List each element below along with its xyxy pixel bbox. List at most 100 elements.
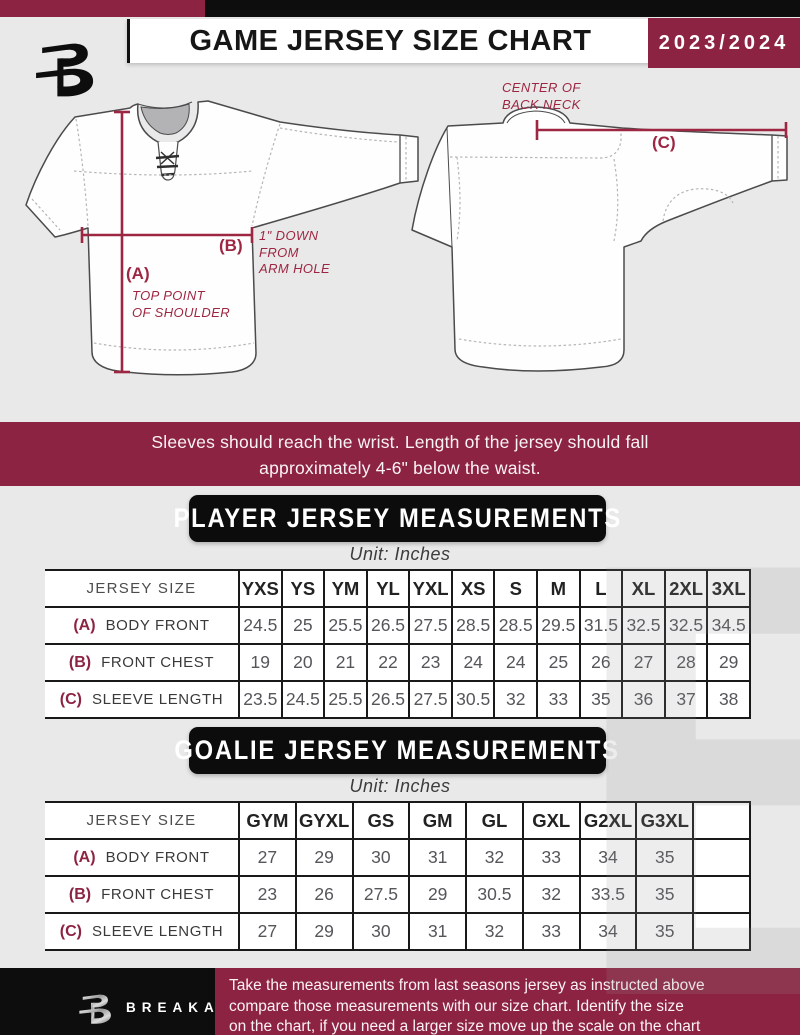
goalie_table-col-GYM: GYM [238, 801, 297, 840]
player_table-value: 25.5 [323, 680, 368, 719]
player_table-col-M: M [536, 569, 581, 608]
label-a: (A) [126, 264, 150, 283]
measure-key: (A) [73, 616, 96, 634]
footer-instructions-line2: compare those measurements with our size… [229, 997, 684, 1015]
player_table-col-YL: YL [365, 569, 411, 608]
measure-name: FRONT CHEST [101, 653, 215, 671]
player_table-value: 27 [621, 643, 666, 682]
center-back-neck-line1: CENTER OF [502, 80, 581, 95]
goalie_table-row-label: (B) FRONT CHEST [45, 875, 240, 914]
measure-name: SLEEVE LENGTH [92, 922, 224, 940]
player_table-value: 25 [280, 606, 326, 645]
player_table-value: 32.5 [621, 606, 666, 645]
player_table-value: 26.5 [365, 680, 411, 719]
label-c: (C) [652, 133, 676, 152]
arm-hole-note: 1" DOWN FROM ARM HOLE [259, 228, 330, 278]
measure-name: SLEEVE LENGTH [92, 690, 224, 708]
player_table-value: 33 [536, 680, 581, 719]
player_table-value: 21 [323, 643, 368, 682]
player_table-col-3XL: 3XL [706, 569, 751, 608]
player_table-col-YXS: YXS [238, 569, 283, 608]
player_table-value: 38 [706, 680, 751, 719]
shoulder-note-line2: OF SHOULDER [132, 304, 231, 320]
player_table-value: 24.5 [280, 680, 326, 719]
arm-hole-line3: ARM HOLE [259, 261, 331, 276]
goalie_table-value [692, 912, 751, 951]
goalie-section-title: GOALIE JERSEY MEASUREMENTS [175, 727, 618, 774]
player-section-title-text: PLAYER JERSEY MEASUREMENTS [173, 503, 622, 533]
goalie_table-value: 26 [294, 875, 354, 914]
goalie_table-value: 29 [294, 912, 354, 951]
goalie_table-value: 27 [238, 838, 297, 877]
goalie_table-value: 32 [465, 912, 524, 951]
goalie_table-value [692, 875, 751, 914]
goalie-measurements-table: JERSEY SIZE GYM GYXL GS GM GL GXL G2XL G3XL (A) BO… [45, 801, 751, 951]
player_table-value: 32.5 [663, 606, 709, 645]
player_table-value: 20 [280, 643, 326, 682]
measure-key: (B) [68, 885, 92, 903]
player_table-value: 24 [493, 643, 539, 682]
center-back-neck-note: CENTER OF BACK NECK [502, 80, 581, 113]
footer-instructions-line1: Take the measurements from last seasons … [229, 977, 705, 994]
top-strip-maroon [0, 0, 205, 17]
goalie_table-col-GL: GL [465, 801, 524, 840]
goalie_table-value: 27.5 [351, 875, 411, 914]
season-badge: 2023/2024 [648, 18, 800, 68]
goalie_table-col-GM: GM [408, 801, 468, 840]
player-unit-label: Unit: Inches [349, 544, 451, 564]
player_table-row-label: (A) BODY FRONT [45, 606, 240, 645]
center-back-neck-line2: BACK NECK [502, 96, 581, 112]
player_table-value: 27.5 [408, 606, 453, 645]
player_table-value: 32 [493, 680, 539, 719]
goalie_table-value: 32 [521, 875, 581, 914]
fit-note-line2: approximately 4-6" below the waist. [259, 458, 541, 478]
player-section-title: PLAYER JERSEY MEASUREMENTS [173, 495, 620, 542]
player_table-value: 25.5 [323, 606, 368, 645]
page-title-bar: GAME JERSEY SIZE CHART [127, 19, 651, 63]
goalie_table-row-label: (A) BODY FRONT [45, 838, 240, 877]
top-strip-black [205, 0, 800, 17]
measure-name: BODY FRONT [105, 848, 210, 866]
player_table-value: 23 [408, 643, 453, 682]
goalie_table-value: 27 [238, 912, 297, 951]
shoulder-note: TOP POINT OF SHOULDER [132, 288, 230, 321]
player_table-value: 28.5 [493, 606, 539, 645]
player_table-col-XL: XL [621, 569, 666, 608]
player_table-value: 29.5 [536, 606, 581, 645]
goalie_table-col-G3XL: G3XL [635, 801, 695, 840]
goalie_table-value: 23 [238, 875, 297, 914]
player_table-value: 26 [578, 643, 624, 682]
player_table-value: 36 [621, 680, 666, 719]
player_table-col-S: S [493, 569, 539, 608]
goalie_table-value: 33 [521, 912, 581, 951]
measurement-line-back [535, 120, 788, 140]
player-measurements-table: JERSEY SIZE YXS YS YM YL YXL XS S M L XL 2XL 3XL (A) B… [45, 569, 751, 719]
goalie_table-col-GXL: GXL [521, 801, 581, 840]
goalie_table-value: 30 [351, 912, 411, 951]
lace-detail-icon [155, 151, 180, 177]
goalie_table-value: 29 [408, 875, 468, 914]
goalie_table-value: 29 [294, 838, 354, 877]
breakaway-footer-logo-icon [76, 986, 118, 1028]
fit-note-banner: Sleeves should reach the wrist. Length o… [0, 422, 800, 486]
player_table-col-YS: YS [280, 569, 326, 608]
player_table-col-XS: XS [450, 569, 496, 608]
goalie_table-value: 33.5 [578, 875, 638, 914]
goalie_table-row-label: (C) SLEEVE LENGTH [45, 912, 240, 951]
goalie_table-size-header: JERSEY SIZE [45, 801, 240, 840]
player_table-col-2XL: 2XL [663, 569, 709, 608]
player_table-value: 31.5 [578, 606, 624, 645]
goalie_table-value: 35 [635, 875, 695, 914]
breakaway-b-logo-icon [30, 26, 106, 106]
player_table-size-header: JERSEY SIZE [45, 569, 240, 608]
player_table-value: 25 [536, 643, 581, 682]
player_table-value: 24 [450, 643, 496, 682]
shoulder-note-line1: TOP POINT [132, 288, 205, 303]
goalie_table-value: 35 [635, 912, 695, 951]
goalie_table-col-G2XL: G2XL [578, 801, 638, 840]
player_table-col-YM: YM [323, 569, 368, 608]
player_table-value: 22 [365, 643, 411, 682]
player_table-value: 24.5 [238, 606, 283, 645]
arm-hole-line1: 1" DOWN [259, 228, 319, 243]
